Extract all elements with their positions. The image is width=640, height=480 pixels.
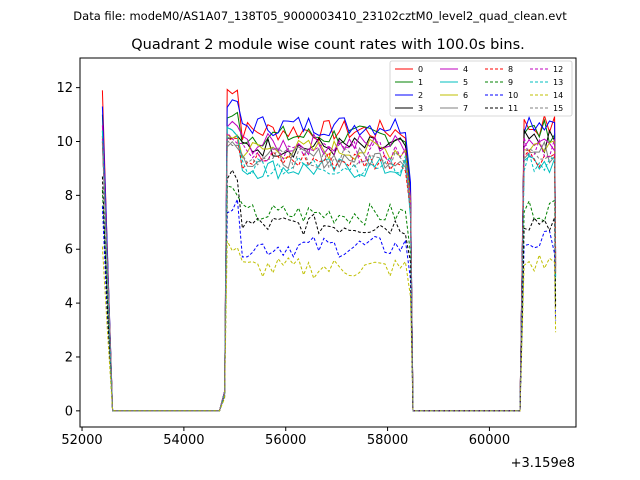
legend-label: 7 bbox=[463, 104, 468, 113]
legend-label: 0 bbox=[418, 65, 423, 74]
legend-label: 12 bbox=[553, 65, 563, 74]
series-line-0 bbox=[101, 88, 557, 412]
legend-label: 2 bbox=[418, 91, 423, 100]
series-line-8 bbox=[101, 136, 557, 412]
legend-label: 14 bbox=[553, 91, 563, 100]
series-line-4 bbox=[101, 120, 557, 412]
legend-label: 5 bbox=[463, 78, 468, 87]
legend-label: 3 bbox=[418, 104, 423, 113]
series-line-14 bbox=[101, 240, 557, 412]
x-tick-label: 52000 bbox=[61, 433, 102, 448]
series-line-10 bbox=[101, 197, 557, 412]
series-line-15 bbox=[101, 139, 557, 412]
series-line-5 bbox=[101, 126, 557, 412]
data-file-label: Data file: modeM0/AS1A07_138T05_90000034… bbox=[73, 9, 567, 23]
plot-frame bbox=[79, 57, 577, 428]
legend-label: 9 bbox=[508, 78, 513, 87]
legend-label: 4 bbox=[463, 65, 468, 74]
legend-label: 15 bbox=[553, 104, 563, 113]
y-tick-label: 8 bbox=[65, 189, 73, 204]
series-line-6 bbox=[101, 133, 557, 412]
legend-label: 6 bbox=[463, 91, 468, 100]
legend-label: 8 bbox=[508, 65, 513, 74]
x-tick-label: 54000 bbox=[163, 433, 204, 448]
series-line-9 bbox=[101, 185, 557, 412]
y-tick-label: 6 bbox=[65, 243, 73, 258]
y-tick-label: 4 bbox=[65, 297, 73, 312]
x-tick-label: 58000 bbox=[367, 433, 408, 448]
series-line-13 bbox=[101, 125, 557, 412]
series-line-11 bbox=[101, 168, 557, 412]
x-tick-label: 56000 bbox=[265, 433, 306, 448]
y-tick-label: 10 bbox=[56, 135, 73, 150]
legend-label: 11 bbox=[508, 104, 518, 113]
legend-label: 1 bbox=[418, 78, 423, 87]
chart-title: Quadrant 2 module wise count rates with … bbox=[131, 37, 525, 53]
y-tick-label: 2 bbox=[65, 350, 73, 365]
x-tick-label: 60000 bbox=[469, 433, 510, 448]
legend-label: 10 bbox=[508, 91, 518, 100]
x-offset-label: +3.159e8 bbox=[511, 456, 575, 471]
legend-label: 13 bbox=[553, 78, 563, 87]
series-lines bbox=[101, 88, 557, 412]
series-line-7 bbox=[101, 140, 557, 412]
y-tick-label: 12 bbox=[56, 81, 73, 96]
y-tick-label: 0 bbox=[65, 404, 73, 419]
legend-box bbox=[389, 60, 573, 117]
